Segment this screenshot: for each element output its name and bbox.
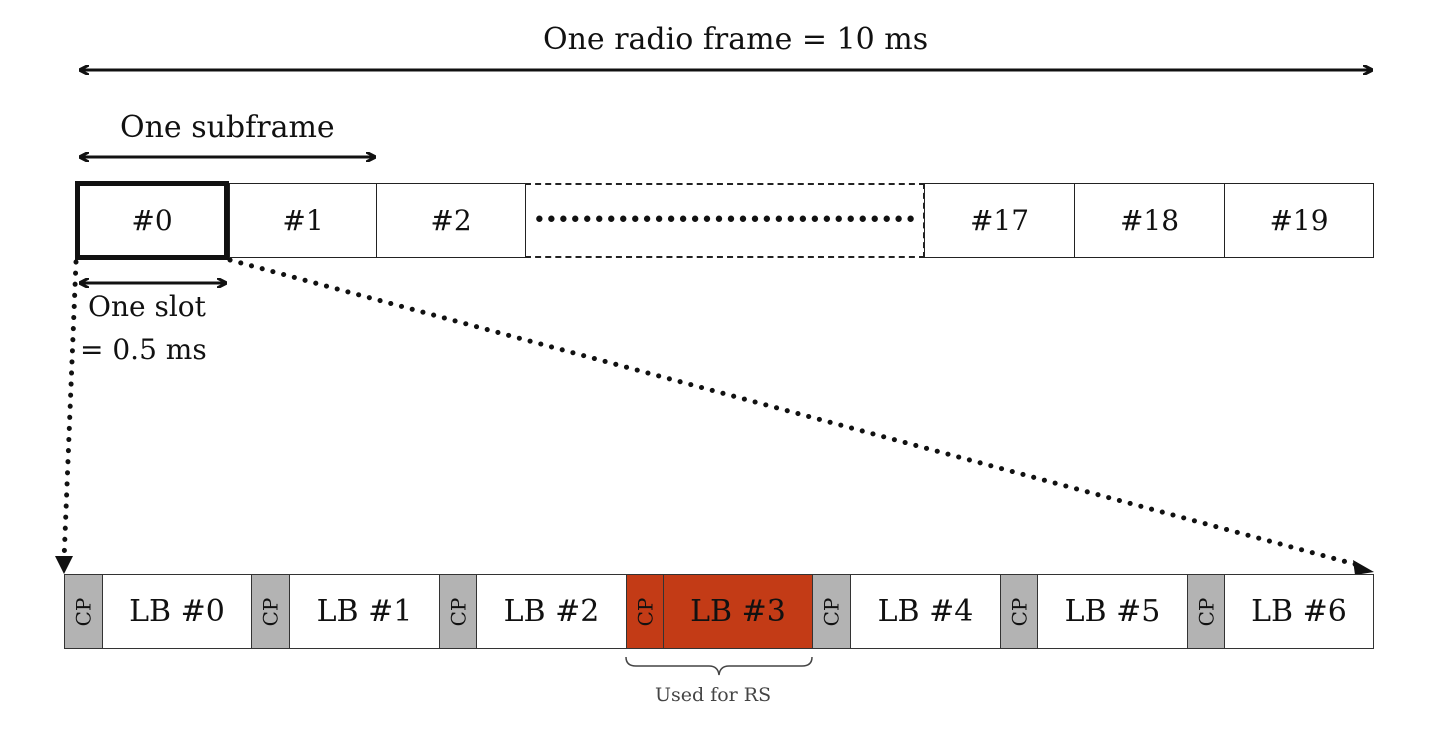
lb-6-label: LB #6: [1251, 594, 1347, 629]
lb-1: LB #1: [289, 574, 440, 649]
lb-1-label: LB #1: [316, 594, 413, 629]
zoom-line-left: [61, 259, 79, 563]
cp-0-label: CP: [71, 597, 96, 626]
cp-5: CP: [1000, 574, 1038, 649]
lb-2-label: LB #2: [503, 594, 600, 629]
cp-6: CP: [1187, 574, 1225, 649]
ellipsis-dots: ••••••••••••••••••••••••••••••••: [532, 208, 917, 233]
cp-5-label: CP: [1006, 597, 1031, 626]
cp-2-label: CP: [445, 597, 470, 626]
slot-2: #2: [376, 183, 526, 258]
lb-4: LB #4: [850, 574, 1001, 649]
slot-1-label: #1: [282, 204, 324, 237]
lb-0: LB #0: [102, 574, 252, 649]
slot-ellipsis: ••••••••••••••••••••••••••••••••: [525, 183, 925, 258]
slot-label-line2: = 0.5 ms: [80, 333, 207, 366]
slot-label-line1: One slot: [88, 290, 206, 323]
rs-brace: [625, 656, 813, 676]
slot-19: #19: [1224, 183, 1374, 258]
lb-3: LB #3: [663, 574, 813, 649]
cp-1-label: CP: [258, 597, 283, 626]
zoom-arrowhead-right: [1353, 560, 1374, 575]
slot-17-label: #17: [969, 204, 1030, 237]
cp-3-label: CP: [632, 597, 657, 626]
lb-3-label: LB #3: [690, 594, 786, 629]
slot-17: #17: [924, 183, 1075, 258]
cp-0: CP: [64, 574, 103, 649]
lb-6: LB #6: [1224, 574, 1374, 649]
slot-18-label: #18: [1119, 204, 1180, 237]
lb-5: LB #5: [1037, 574, 1188, 649]
slot-18: #18: [1074, 183, 1225, 258]
lb-5-label: LB #5: [1064, 594, 1161, 629]
lb-2: LB #2: [476, 574, 627, 649]
slot-0: #0: [75, 181, 229, 260]
cp-6-label: CP: [1193, 597, 1218, 626]
lb-4-label: LB #4: [877, 594, 974, 629]
cp-1: CP: [251, 574, 290, 649]
slot-19-label: #19: [1269, 204, 1329, 237]
slot-2-label: #2: [430, 204, 472, 237]
cp-2: CP: [439, 574, 477, 649]
slot-1: #1: [229, 183, 377, 258]
cp-3: CP: [626, 574, 664, 649]
subframe-label: One subframe: [120, 110, 335, 145]
lb-0-label: LB #0: [129, 594, 225, 629]
rs-label: Used for RS: [655, 684, 772, 706]
cp-4-label: CP: [819, 597, 844, 626]
slot-0-label: #0: [131, 204, 173, 237]
cp-4: CP: [812, 574, 851, 649]
zoom-line-right: [227, 257, 1361, 568]
zoom-arrowhead-left: [55, 556, 73, 574]
radio-frame-label: One radio frame = 10 ms: [543, 22, 929, 57]
